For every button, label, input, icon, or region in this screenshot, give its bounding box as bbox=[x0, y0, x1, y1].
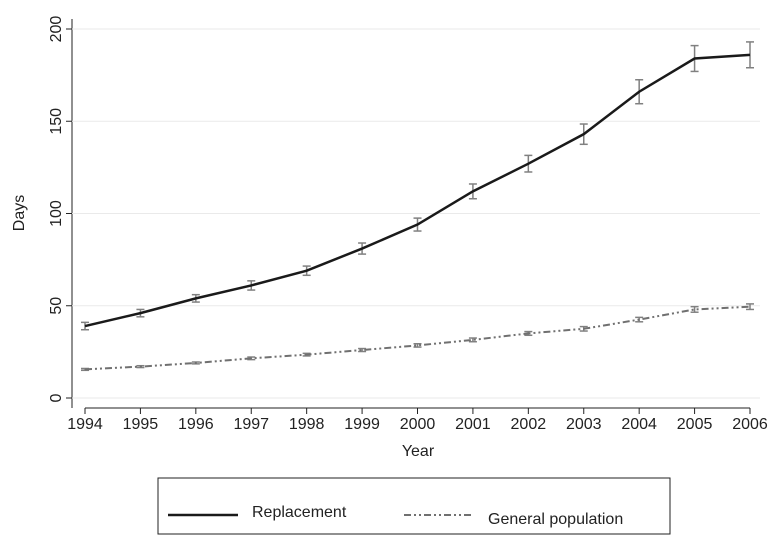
y-tick-label: 200 bbox=[48, 16, 65, 43]
x-tick-label: 2000 bbox=[400, 416, 436, 433]
error-bar bbox=[690, 305, 699, 313]
y-tick-label: 150 bbox=[48, 108, 65, 135]
x-tick-label: 1994 bbox=[67, 416, 103, 433]
x-tick-label: 1996 bbox=[178, 416, 214, 433]
legend-label: Replacement bbox=[252, 504, 347, 521]
y-tick-label: 50 bbox=[48, 297, 65, 315]
error-bar bbox=[413, 343, 422, 348]
x-tick-label: 2006 bbox=[732, 416, 768, 433]
legend-label: General population bbox=[488, 511, 623, 528]
x-tick-label: 2002 bbox=[511, 416, 547, 433]
x-axis-title: Year bbox=[402, 443, 435, 460]
x-tick-label: 1995 bbox=[123, 416, 159, 433]
x-tick-label: 2005 bbox=[677, 416, 713, 433]
legend-box bbox=[157, 477, 671, 535]
x-tick-label: 2004 bbox=[621, 416, 657, 433]
y-axis-title: Days bbox=[11, 195, 28, 231]
x-tick-label: 1998 bbox=[289, 416, 325, 433]
y-tick-label: 0 bbox=[48, 393, 65, 402]
error-bar bbox=[468, 337, 477, 343]
series-line bbox=[84, 305, 751, 371]
x-tick-label: 1997 bbox=[233, 416, 269, 433]
error-bar bbox=[358, 347, 367, 353]
x-tick-label: 1999 bbox=[344, 416, 380, 433]
x-tick-label: 2001 bbox=[455, 416, 491, 433]
y-tick-label: 100 bbox=[48, 200, 65, 227]
error-bar bbox=[746, 303, 754, 311]
series-line bbox=[84, 53, 751, 328]
x-tick-label: 2003 bbox=[566, 416, 602, 433]
